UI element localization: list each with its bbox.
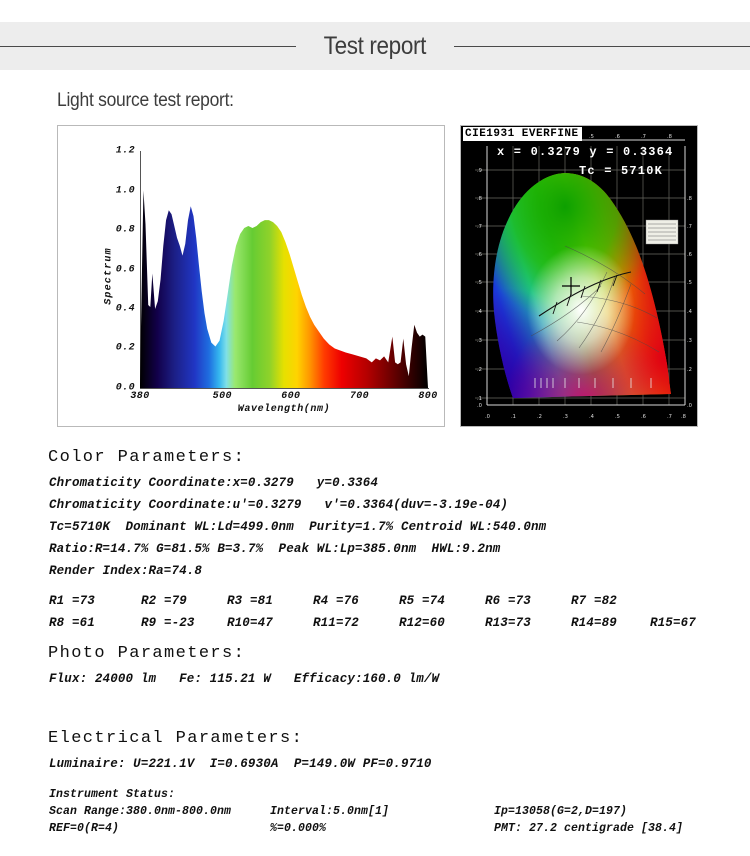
render-index-r13: R13=73 <box>485 616 531 630</box>
svg-text:.9: .9 <box>477 168 482 174</box>
svg-text:.4: .4 <box>687 309 693 315</box>
instrument-ip: Ip=13058(G=2,D=197) <box>494 805 628 818</box>
svg-text:.7: .7 <box>687 224 692 230</box>
header-rule-right <box>453 45 750 47</box>
cie-cct-scale <box>534 378 652 388</box>
instrument-pmt: PMT: 27.2 centigrade [38.4] <box>494 822 684 835</box>
svg-text:.0: .0 <box>477 403 482 409</box>
spectrum-ytick-3: 0.6 <box>115 264 135 275</box>
photo-parameters-heading: Photo Parameters: <box>48 644 246 663</box>
render-index-r5: R5 =74 <box>399 594 445 608</box>
svg-text:.1: .1 <box>477 396 482 402</box>
color-parameters-line-1: Chromaticity Coordinate:x=0.3279 y=0.336… <box>49 476 379 490</box>
spectrum-x-axis-label: Wavelength(nm) <box>237 404 331 415</box>
spectrum-y-axis-label: Spectrum <box>103 247 115 305</box>
color-parameters-line-3: Tc=5710K Dominant WL:Ld=499.0nm Purity=1… <box>49 520 547 534</box>
instrument-interval: Interval:5.0nm[1] <box>270 805 390 818</box>
cie-legend-plate <box>645 219 679 245</box>
svg-text:.2: .2 <box>477 367 482 373</box>
svg-text:.7: .7 <box>667 414 672 420</box>
spectrum-ytick-1: 0.2 <box>115 342 135 354</box>
spectrum-xtick-600: 600 <box>281 391 301 402</box>
render-index-r9: R9 =-23 <box>141 616 195 630</box>
svg-text:.3: .3 <box>687 338 692 344</box>
svg-text:.5: .5 <box>589 134 594 140</box>
render-index-r7: R7 =82 <box>571 594 617 608</box>
page-title: Test report <box>323 31 427 60</box>
svg-text:.2: .2 <box>537 414 542 420</box>
charts-row: Spectrum 0.0 0.2 0.4 0.6 0.8 1.0 1.2 380… <box>0 125 750 430</box>
spectrum-xtick-380: 380 <box>130 391 150 402</box>
svg-text:.4: .4 <box>589 414 595 420</box>
spectrum-ytick-5: 1.0 <box>115 185 135 196</box>
svg-text:.1: .1 <box>511 414 516 420</box>
svg-text:.0: .0 <box>687 403 692 409</box>
cie-tick-labels: .0 .1 .2 .3 .4 .5 .6 .7 .8 .0 .1 .2 .3 .… <box>477 134 693 420</box>
render-index-r4: R4 =76 <box>313 594 359 608</box>
svg-text:.6: .6 <box>641 414 646 420</box>
render-index-r2: R2 =79 <box>141 594 187 608</box>
spectrum-xtick-700: 700 <box>349 391 370 402</box>
cie-title: CIE1931 EVERFINE <box>463 127 582 141</box>
svg-text:.3: .3 <box>477 338 482 344</box>
spectrum-xtick-800: 800 <box>418 391 438 402</box>
electrical-parameters-line-1: Luminaire: U=221.1V I=0.6930A P=149.0W P… <box>49 757 432 771</box>
spectrum-ytick-6: 1.2 <box>115 145 135 157</box>
svg-text:.8: .8 <box>477 196 482 202</box>
planckian-locus <box>538 271 632 317</box>
svg-text:.0: .0 <box>485 414 490 420</box>
photo-parameters-line-1: Flux: 24000 lm Fe: 115.21 W Efficacy:160… <box>49 672 440 686</box>
cie-readout-tc: Tc = 5710K <box>579 164 664 178</box>
spectrum-x-axis <box>140 388 429 389</box>
svg-text:.8: .8 <box>681 414 686 420</box>
cie-readout-xy: x = 0.3279 y = 0.3364 <box>497 145 674 159</box>
spectrum-ytick-2: 0.4 <box>115 303 135 315</box>
render-index-r10: R10=47 <box>227 616 273 630</box>
instrument-ref: REF=0(R=4) <box>49 822 120 835</box>
svg-text:.7: .7 <box>477 224 482 230</box>
cie-measured-point <box>562 277 580 295</box>
svg-text:.5: .5 <box>477 280 482 286</box>
render-index-r8: R8 =61 <box>49 616 95 630</box>
instrument-status-heading: Instrument Status: <box>49 788 176 801</box>
spectrum-chart: Spectrum 0.0 0.2 0.4 0.6 0.8 1.0 1.2 380… <box>57 125 445 427</box>
svg-text:.3: .3 <box>563 414 568 420</box>
spectrum-y-axis <box>140 151 141 389</box>
header-rule-left <box>0 45 297 47</box>
cie1931-chromaticity-diagram: .0 .1 .2 .3 .4 .5 .6 .7 .8 .0 .1 .2 .3 .… <box>460 125 698 427</box>
svg-text:.8: .8 <box>687 196 692 202</box>
render-index-r14: R14=89 <box>571 616 617 630</box>
spectrum-plot-area: 0.0 0.2 0.4 0.6 0.8 1.0 1.2 380 500 600 … <box>116 146 437 403</box>
svg-text:.4: .4 <box>477 309 483 315</box>
render-index-r11: R11=72 <box>313 616 359 630</box>
color-parameters-line-5: Render Index:Ra=74.8 <box>49 564 203 578</box>
spectrum-xtick-500: 500 <box>212 391 232 402</box>
section-subtitle: Light source test report: <box>57 90 234 111</box>
color-parameters-heading: Color Parameters: <box>48 448 246 467</box>
render-index-r6: R6 =73 <box>485 594 531 608</box>
render-index-r1: R1 =73 <box>49 594 95 608</box>
color-parameters-line-4: Ratio:R=14.7% G=81.5% B=3.7% Peak WL:Lp=… <box>49 542 501 556</box>
spectrum-curve <box>140 190 428 388</box>
svg-text:.8: .8 <box>667 134 672 140</box>
svg-text:.6: .6 <box>687 252 692 258</box>
svg-text:.6: .6 <box>615 134 620 140</box>
render-index-r15: R15=67 <box>650 616 696 630</box>
render-index-r3: R3 =81 <box>227 594 273 608</box>
spectrum-ytick-0: 0.0 <box>115 382 135 394</box>
render-index-r12: R12=60 <box>399 616 445 630</box>
svg-text:.6: .6 <box>477 252 482 258</box>
electrical-parameters-heading: Electrical Parameters: <box>48 729 304 748</box>
page-header-band: Test report <box>0 22 750 70</box>
instrument-scan-range: Scan Range:380.0nm-800.0nm <box>49 805 232 818</box>
instrument-pct: %=0.000% <box>270 822 327 835</box>
color-parameters-line-2: Chromaticity Coordinate:u'=0.3279 v'=0.3… <box>49 498 509 512</box>
spectrum-ytick-4: 0.8 <box>115 224 135 236</box>
svg-text:.5: .5 <box>687 280 692 286</box>
svg-text:.2: .2 <box>687 367 692 373</box>
svg-text:.7: .7 <box>641 134 646 140</box>
svg-text:.5: .5 <box>615 414 620 420</box>
